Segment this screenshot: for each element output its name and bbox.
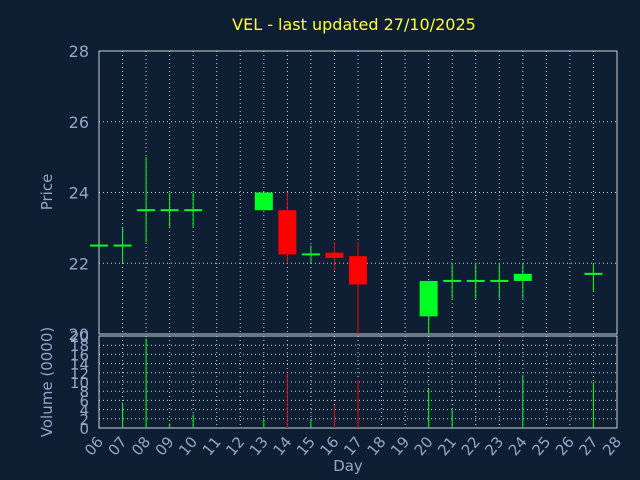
day-tick-label: 11 (199, 433, 225, 459)
candle-body (419, 280, 438, 317)
volume-tick-label: 4 (79, 402, 89, 420)
day-tick-label: 09 (152, 433, 178, 459)
price-tick-label: 26 (69, 113, 89, 132)
candle-body (301, 253, 320, 256)
day-tick-label: 24 (505, 433, 531, 459)
day-tick-label: 08 (128, 433, 154, 459)
price-tick-label: 20 (69, 325, 89, 344)
candle-body (90, 244, 108, 247)
volume-tick-label: 2 (79, 411, 89, 429)
day-tick-label: 12 (222, 433, 248, 459)
candle-body (513, 273, 532, 281)
volume-axis-label: Volume (0000) (38, 327, 56, 437)
price-panel: 20 22 24 26 28 (69, 42, 618, 344)
day-tick-label: 18 (364, 433, 390, 459)
candle-body (490, 279, 509, 282)
candle-body (184, 209, 203, 212)
price-axis-label: Price (38, 174, 56, 211)
candle-body (160, 209, 179, 212)
day-axis-label: Day (333, 457, 363, 475)
volume-tick-label: 18 (70, 337, 89, 355)
volume-tick-label: 6 (79, 392, 89, 410)
day-tick-label: 15 (293, 433, 319, 459)
volume-tick-label: 10 (70, 374, 89, 392)
candle-body (349, 256, 367, 285)
candle-body (278, 210, 297, 255)
price-tick-label: 28 (69, 42, 89, 61)
candle-body (325, 252, 344, 258)
volume-tick-label: 20 (70, 328, 89, 346)
price-tick-label: 24 (69, 184, 89, 203)
day-tick-label: 27 (575, 433, 601, 459)
day-tick-label: 23 (481, 433, 507, 459)
day-tick-label: 25 (528, 433, 554, 459)
candle-body (137, 209, 156, 212)
day-tick-label: 28 (599, 433, 625, 459)
candle-body (443, 279, 462, 282)
day-tick-label: 20 (411, 433, 437, 459)
day-tick-label: 13 (246, 433, 272, 459)
day-tick-label: 26 (552, 433, 578, 459)
day-tick-label: 22 (458, 433, 484, 459)
candle-body (584, 272, 603, 275)
chart-title: VEL - last updated 27/10/2025 (232, 15, 476, 34)
day-tick-label: 14 (269, 433, 295, 459)
price-tick-label: 22 (69, 254, 89, 273)
candle-body (466, 279, 485, 282)
candle-body (254, 192, 273, 211)
volume-tick-label: 12 (70, 365, 89, 383)
day-tick-label: 21 (434, 433, 460, 459)
volume-tick-label: 0 (79, 420, 89, 438)
volume-panel: 0246810121416182006070809101112131415161… (70, 328, 625, 459)
day-tick-label: 16 (316, 433, 342, 459)
day-tick-label: 19 (387, 433, 413, 459)
candle-body (113, 244, 132, 247)
volume-tick-label: 8 (79, 383, 89, 401)
day-tick-label: 07 (105, 433, 131, 459)
day-tick-label: 17 (340, 433, 366, 459)
day-tick-label: 10 (175, 433, 201, 459)
volume-tick-label: 16 (70, 346, 89, 364)
volume-tick-label: 14 (70, 356, 89, 374)
